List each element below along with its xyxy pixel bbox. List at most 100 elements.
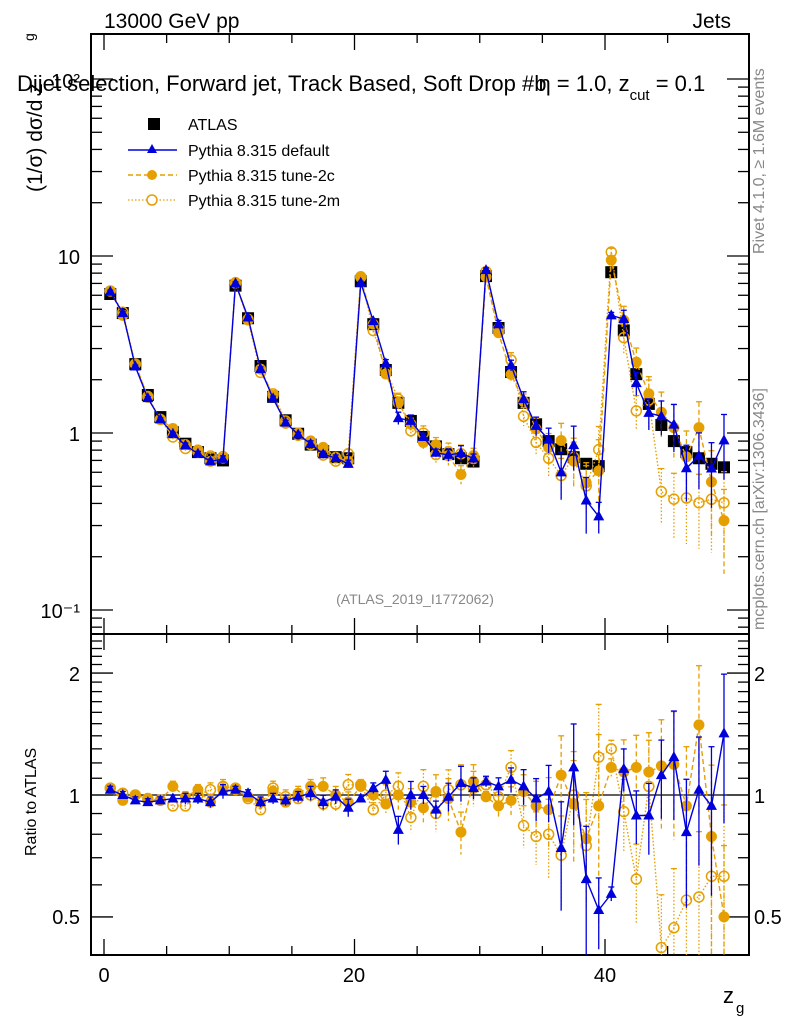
legend-marker-tune-2m	[146, 194, 158, 206]
energy-label: 13000 GeV pp	[104, 10, 239, 33]
data-point-pythia-8-315-tune-2c	[630, 356, 642, 368]
ratio-line-pythia-8-315-tune-2c	[109, 724, 725, 918]
data-point-pythia-8-315-default	[643, 406, 655, 417]
ratio-point-pythia-8-315-tune-2c	[493, 800, 505, 812]
ratio-point-pythia-8-315-tune-2c	[317, 780, 329, 792]
data-point-pythia-8-315-default	[117, 307, 129, 318]
y-axis-label-sub: g	[21, 33, 37, 41]
data-point-pythia-8-315-tune-2m	[668, 493, 680, 505]
analysis-id-annotation: (ATLAS_2019_I1772062)	[336, 591, 494, 607]
ratio-y-tick-label: 2	[69, 664, 80, 686]
ratio-point-pythia-8-315-tune-2m	[342, 779, 354, 791]
mcplots-label: mcplots.cern.ch [arXiv:1306.3436]	[751, 388, 768, 630]
ratio-point-pythia-8-315-default	[618, 762, 630, 773]
data-point-pythia-8-315-tune-2c	[430, 439, 442, 451]
data-point-pythia-8-315-default	[204, 455, 216, 466]
ratio-y-tick-label: 1	[69, 786, 80, 808]
legend: ATLAS Pythia 8.315 default Pythia 8.315 …	[128, 117, 340, 210]
ratio-point-pythia-8-315-default	[467, 782, 479, 793]
data-point-pythia-8-315-default	[342, 457, 354, 468]
data-point-pythia-8-315-default	[255, 363, 267, 374]
data-point-pythia-8-315-default	[430, 446, 442, 457]
ratio-point-pythia-8-315-default	[493, 780, 505, 791]
ratio-point-pythia-8-315-tune-2c	[718, 911, 730, 923]
ratio-point-pythia-8-315-default	[442, 790, 454, 801]
ratio-point-pythia-8-315-tune-2c	[643, 766, 655, 778]
ratio-point-pythia-8-315-default	[568, 761, 580, 772]
ratio-point-pythia-8-315-default	[280, 794, 292, 805]
ratio-y-tick-label-right: 0.5	[754, 907, 782, 929]
data-point-pythia-8-315-default	[217, 452, 229, 463]
ratio-point-pythia-8-315-default	[593, 904, 605, 915]
ratio-point-pythia-8-315-default	[267, 792, 279, 803]
ratio-point-pythia-8-315-default	[330, 790, 342, 801]
ratio-line-pythia-8-315-default	[110, 733, 725, 912]
data-point-pythia-8-315-tune-2c	[605, 254, 617, 266]
ratio-point-pythia-8-315-tune-2c	[593, 800, 605, 812]
ratio-point-pythia-8-315-default	[217, 785, 229, 796]
plot-title-tail: = 0.1	[650, 71, 706, 96]
ratio-point-pythia-8-315-tune-2m	[693, 891, 705, 903]
data-point-pythia-8-315-default	[355, 276, 367, 287]
y-tick-label: 1	[69, 424, 80, 446]
ratio-point-pythia-8-315-tune-2c	[367, 789, 379, 801]
ratio-point-pythia-8-315-default	[643, 809, 655, 820]
data-point-pythia-8-315-default	[280, 416, 292, 427]
plot-title-beta: η = 1.0, z	[538, 71, 629, 96]
ratio-point-pythia-8-315-tune-2m	[204, 784, 217, 796]
x-tick-label: 20	[343, 965, 365, 987]
ratio-point-pythia-8-315-tune-2c	[392, 789, 404, 801]
ratio-series-group	[104, 665, 730, 955]
data-point-pythia-8-315-default	[442, 448, 454, 459]
data-point-pythia-8-315-default	[480, 264, 492, 275]
data-point-pythia-8-315-default	[267, 392, 279, 403]
ratio-point-pythia-8-315-tune-2m	[668, 922, 680, 934]
ratio-point-pythia-8-315-default	[342, 801, 354, 812]
ratio-point-pythia-8-315-tune-2m	[517, 819, 530, 832]
data-point-pythia-8-315-tune-2m	[630, 405, 643, 417]
ratio-point-pythia-8-315-default	[718, 727, 730, 738]
data-point-pythia-8-315-default	[530, 419, 542, 430]
ratio-point-pythia-8-315-default	[129, 794, 141, 805]
ratio-point-pythia-8-315-tune-2m	[405, 811, 417, 824]
data-point-pythia-8-315-default	[518, 393, 530, 404]
data-point-pythia-8-315-default	[104, 285, 116, 296]
data-point-pythia-8-315-default	[580, 494, 592, 505]
ratio-point-pythia-8-315-default	[530, 792, 542, 803]
ratio-point-pythia-8-315-default	[192, 792, 204, 803]
data-point-pythia-8-315-default	[367, 315, 379, 326]
y-tick-label: 10	[58, 247, 80, 269]
data-point-pythia-8-315-tune-2m	[693, 497, 705, 509]
ratio-line-pythia-8-315-tune-2m	[110, 747, 724, 950]
legend-label-tune-2c: Pythia 8.315 tune-2c	[188, 168, 335, 185]
x-axis-label: z	[723, 983, 734, 1008]
series-line-pythia-8-315-default	[109, 270, 725, 519]
legend-marker-default	[147, 144, 157, 153]
ratio-point-pythia-8-315-default	[580, 873, 592, 884]
ratio-point-pythia-8-315-tune-2m	[655, 941, 668, 954]
data-point-pythia-8-315-default	[317, 448, 329, 459]
ratio-point-pythia-8-315-default	[605, 887, 617, 898]
ratio-point-pythia-8-315-default	[117, 789, 129, 799]
data-point-pythia-8-315-default	[142, 392, 154, 403]
ratio-point-pythia-8-315-tune-2c	[505, 794, 517, 806]
data-point-pythia-8-315-default	[593, 510, 605, 521]
ratio-point-pythia-8-315-default	[230, 783, 242, 794]
ratio-y-tick-label-right: 1	[754, 786, 765, 808]
legend-label-default: Pythia 8.315 default	[188, 143, 330, 160]
data-point-pythia-8-315-default	[405, 414, 417, 425]
data-point-pythia-8-315-tune-2m	[517, 410, 530, 423]
ratio-point-pythia-8-315-default	[142, 796, 154, 807]
data-point-pythia-8-315-default	[467, 452, 479, 463]
y-tick-label: 10²	[51, 71, 80, 93]
legend-marker-atlas	[148, 118, 160, 130]
data-point-pythia-8-315-tune-2c	[317, 441, 329, 453]
legend-label-tune-2m: Pythia 8.315 tune-2m	[188, 193, 340, 210]
y-tick-label: 10⁻¹	[41, 601, 81, 623]
main-series-group	[104, 246, 730, 574]
data-point-pythia-8-315-default	[605, 309, 617, 320]
ratio-point-pythia-8-315-default	[430, 803, 442, 814]
ratio-point-pythia-8-315-default	[255, 796, 267, 807]
series-line-pythia-8-315-tune-2c	[109, 259, 725, 521]
